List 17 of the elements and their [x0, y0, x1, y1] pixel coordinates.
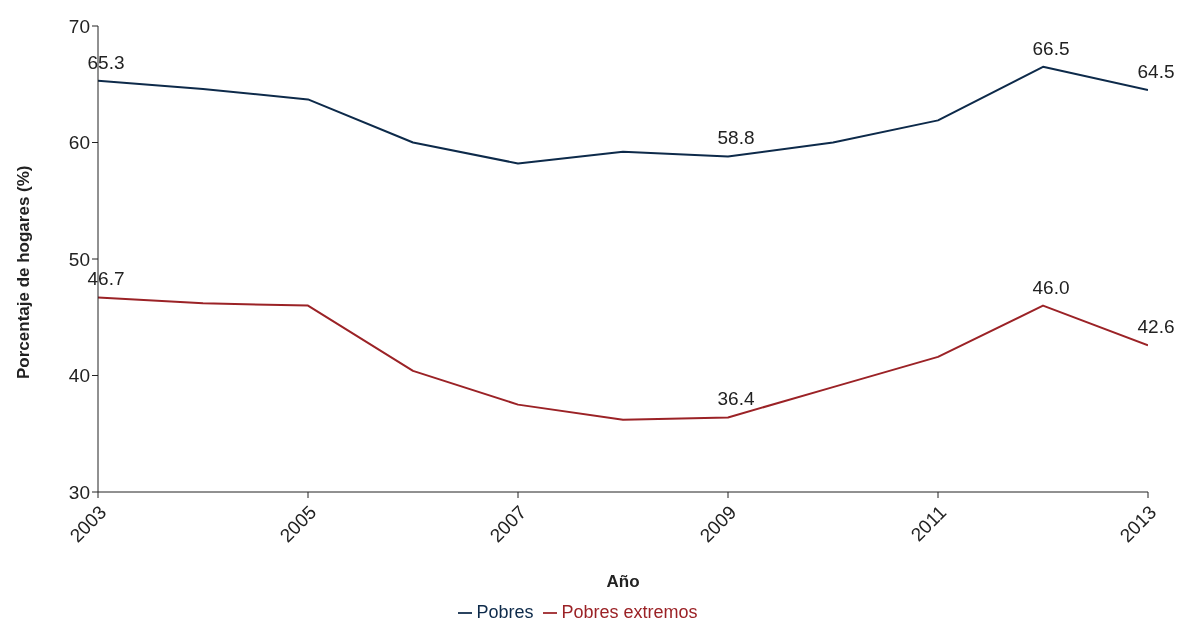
data-label: 42.6	[1137, 316, 1175, 338]
data-label: 36.4	[717, 388, 755, 410]
y-tick-label: 70	[68, 15, 90, 37]
data-label: 46.0	[1032, 276, 1070, 298]
data-label: 66.5	[1032, 37, 1070, 59]
y-tick-label: 30	[68, 481, 90, 503]
legend-label: Pobres	[476, 602, 534, 622]
y-tick-label: 60	[68, 132, 90, 154]
legend-label: Pobres extremos	[561, 602, 698, 622]
data-label: 65.3	[87, 51, 125, 73]
x-axis-title: Año	[606, 572, 640, 591]
y-tick-label: 50	[68, 248, 90, 270]
data-label: 58.8	[717, 127, 755, 149]
data-label: 64.5	[1137, 61, 1175, 83]
data-label: 46.7	[87, 268, 125, 290]
y-tick-label: 40	[68, 365, 90, 387]
y-axis-title: Porcentaje de hogares (%)	[14, 165, 34, 379]
